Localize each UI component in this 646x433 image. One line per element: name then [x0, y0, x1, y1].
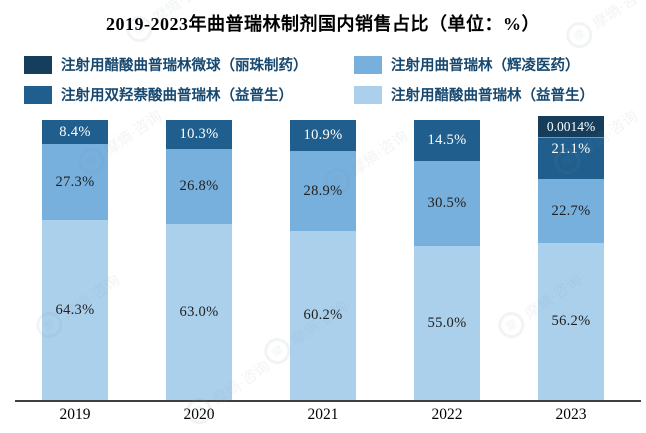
bar-slot-2023: 56.2% 22.7% 21.1% 0.0014%	[509, 96, 633, 400]
segment-value-chip: 0.0014%	[538, 116, 604, 139]
bar-segment: 28.9%	[290, 150, 356, 232]
bar-slot-2021: 60.2% 28.9% 10.9%	[261, 96, 385, 400]
legend-item-1: 注射用曲普瑞林（辉凌医药）	[354, 54, 594, 75]
stacked-bar-2019: 64.3% 27.3% 8.4%	[42, 120, 108, 400]
legend-swatch-icon	[354, 85, 382, 104]
x-axis-label-2021: 2021	[307, 406, 339, 423]
legend-item-label: 注射用醋酸曲普瑞林（益普生）	[391, 88, 594, 104]
legend-swatch-icon	[24, 55, 52, 74]
bar-segment: 10.3%	[166, 119, 232, 149]
bar-segment: 10.9%	[290, 120, 356, 151]
bar-segment: 55.0%	[414, 246, 480, 400]
x-axis-label-2023: 2023	[555, 406, 587, 423]
bar-slot-2020: 63.0% 26.8% 10.3%	[137, 96, 261, 400]
x-axis-label-2020: 2020	[183, 406, 215, 423]
bar-segment: 8.4%	[42, 120, 108, 144]
bar-segment: 14.5%	[414, 120, 480, 161]
chart-title: 2019-2023年曲普瑞林制剂国内销售占比（单位：%）	[106, 14, 540, 34]
stacked-bar-2023: 56.2% 22.7% 21.1% 0.0014%	[538, 116, 604, 400]
legend-item-0: 注射用醋酸曲普瑞林微球（丽珠制药）	[24, 54, 354, 75]
stacked-bar-2022: 55.0% 30.5% 14.5%	[414, 120, 480, 400]
bar-segment: 30.5%	[414, 160, 480, 246]
bar-segment: 63.0%	[166, 223, 232, 400]
bar-segment: 60.2%	[290, 231, 356, 400]
legend-swatch-icon	[354, 55, 382, 74]
legend: 注射用醋酸曲普瑞林微球（丽珠制药） 注射用曲普瑞林（辉凌医药） 注射用双羟萘酸曲普瑞…	[24, 54, 594, 105]
bar-segment: 56.2%	[538, 242, 604, 400]
legend-item-2: 注射用双羟萘酸曲普瑞林（益普生）	[24, 84, 354, 105]
stacked-bar-2021: 60.2% 28.9% 10.9%	[290, 120, 356, 400]
bar-slot-2022: 55.0% 30.5% 14.5%	[385, 96, 509, 400]
x-axis-label-2019: 2019	[59, 406, 91, 423]
stacked-bar-2020: 63.0% 26.8% 10.3%	[166, 119, 232, 400]
bar-segment: 26.8%	[166, 148, 232, 224]
bar-slot-2019: 64.3% 27.3% 8.4%	[13, 96, 137, 400]
legend-item-label: 注射用醋酸曲普瑞林微球（丽珠制药）	[61, 58, 308, 74]
x-axis-labels: 2019 2020 2021 2022 2023	[13, 406, 633, 424]
x-axis-line	[15, 400, 641, 402]
bar-segment: 22.7%	[538, 179, 604, 243]
plot-area: 64.3% 27.3% 8.4% 63.0% 26.8% 10.3% 60.2% 28.9% 1…	[13, 96, 633, 400]
legend-item-3: 注射用醋酸曲普瑞林（益普生）	[354, 84, 594, 105]
legend-item-label: 注射用双羟萘酸曲普瑞林（益普生）	[61, 88, 293, 104]
legend-swatch-icon	[24, 85, 52, 104]
legend-item-label: 注射用曲普瑞林（辉凌医药）	[391, 58, 580, 74]
bar-segment: 64.3%	[42, 219, 108, 400]
x-axis-label-2022: 2022	[431, 406, 463, 423]
bar-segment: 27.3%	[42, 143, 108, 220]
